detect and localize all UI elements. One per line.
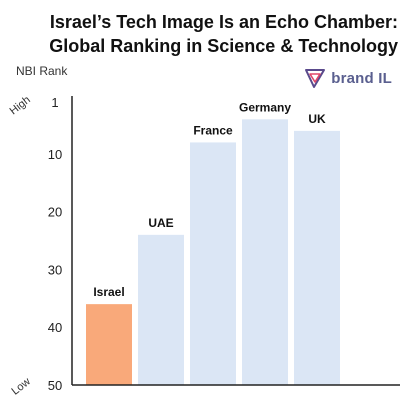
chart-title-line-2: Global Ranking in Science & Technology: [49, 36, 398, 56]
y-tick-label: 40: [48, 320, 62, 335]
bar-label-france: France: [193, 123, 233, 137]
bar-label-israel: Israel: [93, 285, 124, 299]
bar-israel: [86, 304, 132, 385]
bar-uk: [294, 130, 340, 385]
chart-title: Israel’s Tech Image Is an Echo Chamber: …: [49, 10, 398, 58]
scale-label-high: High: [8, 94, 33, 117]
y-tick-label: 10: [48, 147, 62, 162]
y-tick-label: 30: [48, 262, 62, 277]
bar-label-uk: UK: [308, 112, 326, 126]
brand-logo-text: brand IL: [331, 69, 392, 87]
bar-germany: [242, 119, 288, 385]
y-tick-label: 50: [48, 378, 62, 393]
bar-france: [190, 142, 236, 385]
scale-label-low: Low: [10, 376, 33, 398]
chart-title-line-1: Israel’s Tech Image Is an Echo Chamber:: [49, 12, 398, 32]
y-axis-label: NBI Rank: [16, 64, 68, 78]
brand-logo: brand IL: [303, 66, 392, 90]
y-tick-label: 1: [51, 95, 58, 110]
bar-label-germany: Germany: [239, 100, 291, 114]
brand-logo-icon: [305, 69, 326, 88]
bar-label-uae: UAE: [148, 216, 173, 230]
y-tick-label: 20: [48, 205, 62, 220]
bar-uae: [138, 234, 184, 385]
